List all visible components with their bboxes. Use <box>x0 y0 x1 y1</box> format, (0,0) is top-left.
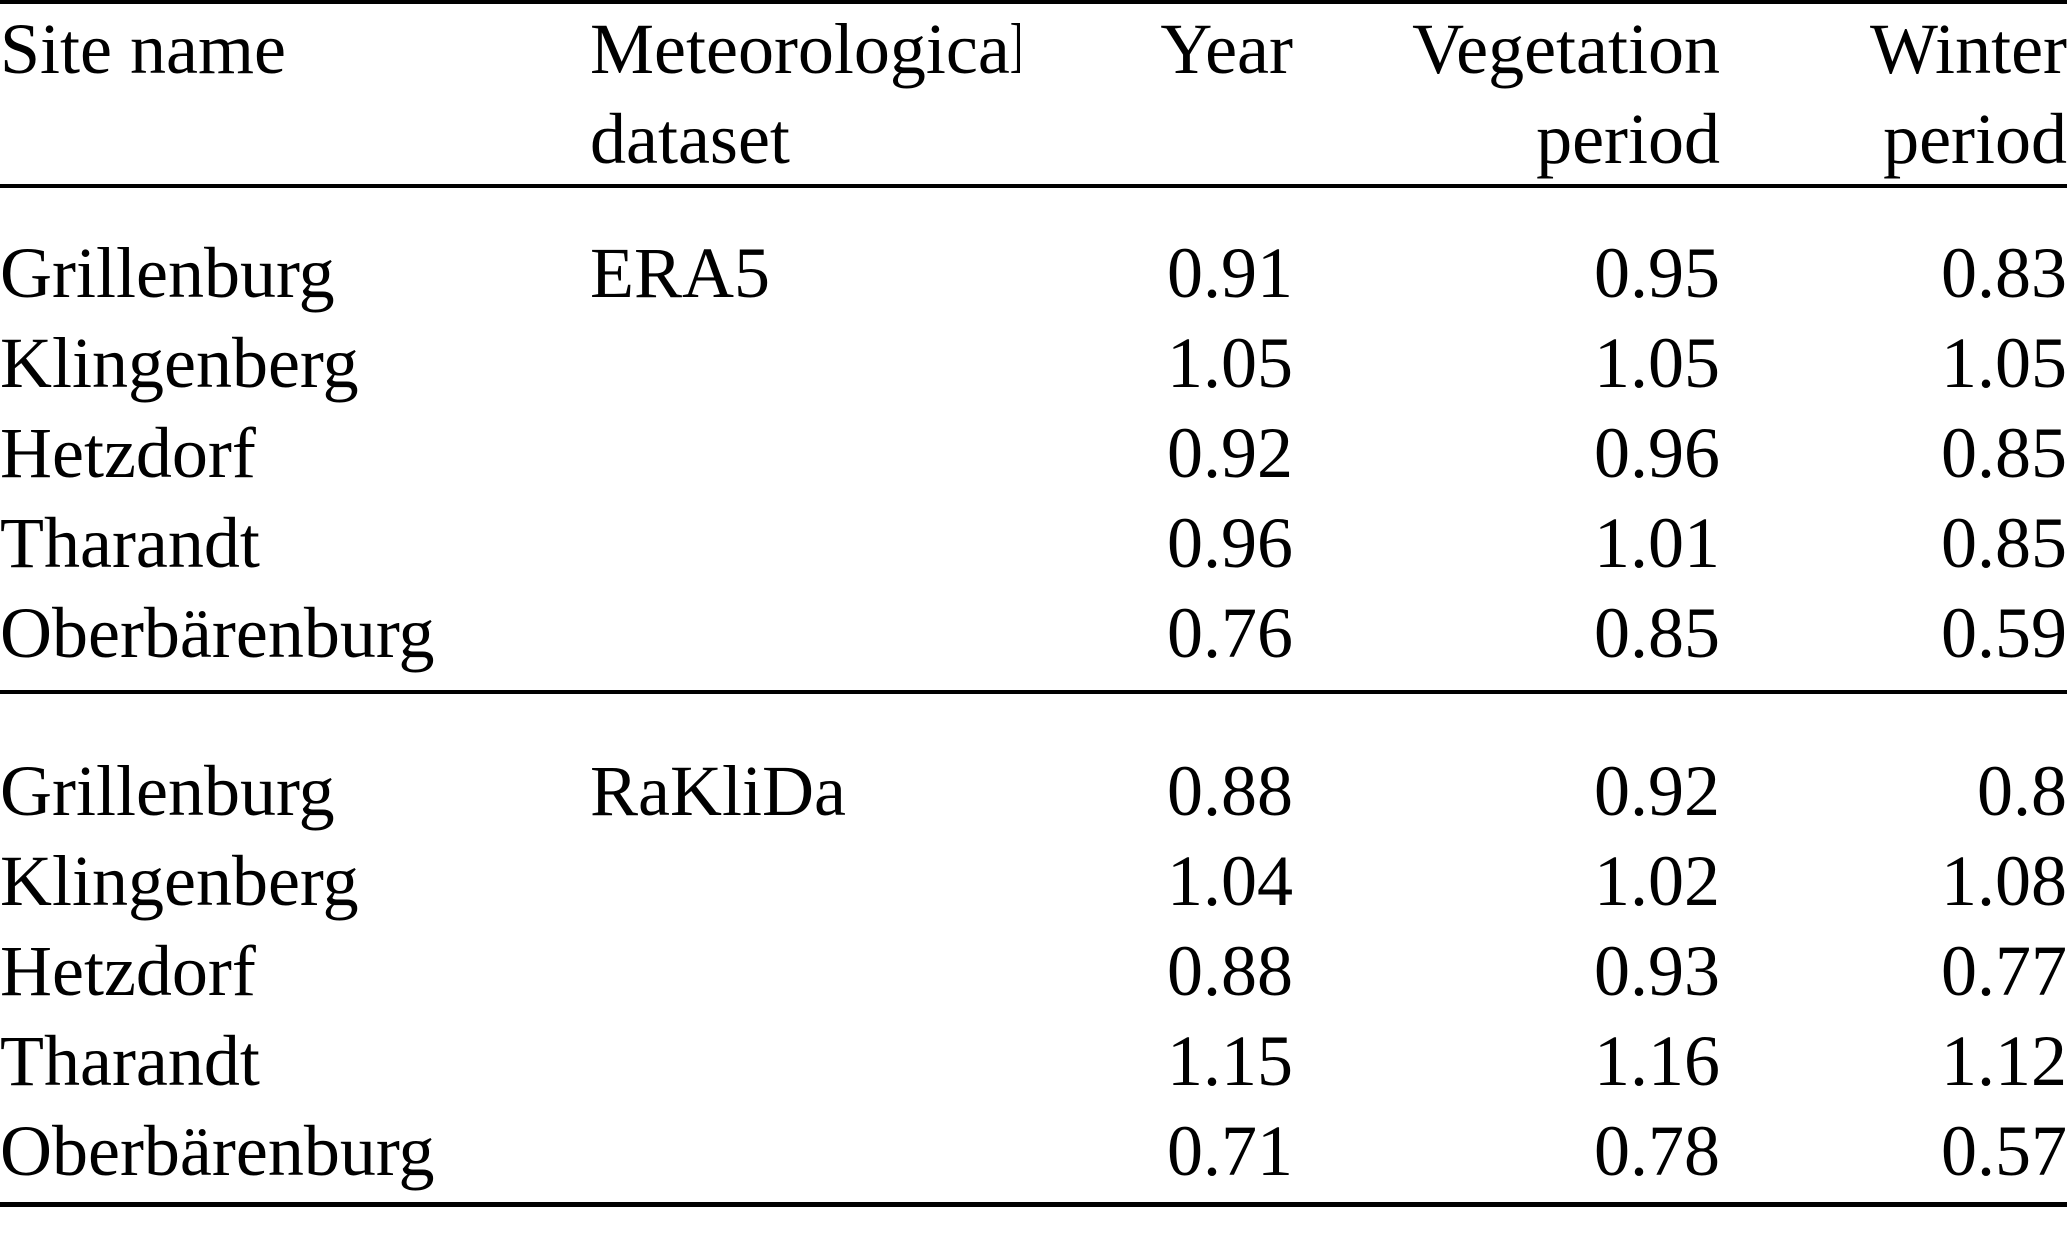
vegetation-period-cell: 0.92 <box>1594 751 1720 831</box>
vegetation-period-cell: 1.05 <box>1594 323 1720 403</box>
winter-period-cell: 0.85 <box>1941 413 2067 493</box>
vegetation-period-cell: 0.78 <box>1594 1111 1720 1191</box>
header-line: Year <box>1160 9 1293 89</box>
winter-period-cell: 0.8 <box>1977 751 2067 831</box>
table-row: Tharandt 1.15 1.16 1.12 <box>0 1016 2067 1106</box>
dataset-cell <box>590 498 1020 588</box>
winter-period-cell: 0.77 <box>1941 931 2067 1011</box>
column-header-meteorological-dataset: Meteorological dataset <box>590 2 1020 186</box>
site-name-cell: Tharandt <box>0 1021 260 1101</box>
winter-period-cell: 1.05 <box>1941 323 2067 403</box>
site-name-cell: Klingenberg <box>0 841 359 921</box>
dataset-cell <box>590 1106 1020 1205</box>
vegetation-period-cell: 0.95 <box>1594 233 1720 313</box>
header-line: Site name <box>0 9 286 89</box>
site-name-cell: Oberbärenburg <box>0 1111 435 1191</box>
vegetation-period-cell: 0.93 <box>1594 931 1720 1011</box>
table-header: Site name Meteorological dataset Year Ve… <box>0 2 2067 186</box>
year-cell: 0.91 <box>1167 233 1293 313</box>
year-cell: 1.05 <box>1167 323 1293 403</box>
site-name-cell: Tharandt <box>0 503 260 583</box>
header-line: Vegetation <box>1412 9 1720 89</box>
year-cell: 0.96 <box>1167 503 1293 583</box>
winter-period-cell: 0.85 <box>1941 503 2067 583</box>
column-header-winter-period: Winter period <box>1720 2 2067 186</box>
dataset-cell: RaKliDa <box>590 751 846 831</box>
column-header-vegetation-period: Vegetation period <box>1293 2 1720 186</box>
winter-period-cell: 0.57 <box>1941 1111 2067 1191</box>
vegetation-period-cell: 1.02 <box>1594 841 1720 921</box>
table-row: Klingenberg 1.04 1.02 1.08 <box>0 836 2067 926</box>
dataset-cell <box>590 836 1020 926</box>
winter-period-cell: 1.12 <box>1941 1021 2067 1101</box>
header-line: period <box>1536 99 1720 179</box>
column-header-year: Year <box>1020 2 1293 186</box>
vegetation-period-cell: 1.16 <box>1594 1021 1720 1101</box>
dataset-group-raklida: Grillenburg RaKliDa 0.88 0.92 0.8 Klinge… <box>0 692 2067 1205</box>
winter-period-cell: 1.08 <box>1941 841 2067 921</box>
table-row: Klingenberg 1.05 1.05 1.05 <box>0 318 2067 408</box>
header-line: Meteorological <box>590 9 1020 89</box>
header-line: Winter <box>1869 9 2067 89</box>
column-header-site-name: Site name <box>0 2 590 186</box>
table-row: Hetzdorf 0.88 0.93 0.77 <box>0 926 2067 1016</box>
vegetation-period-cell: 0.85 <box>1594 593 1720 673</box>
year-cell: 0.71 <box>1167 1111 1293 1191</box>
site-name-cell: Klingenberg <box>0 323 359 403</box>
dataset-cell <box>590 318 1020 408</box>
site-name-cell: Oberbärenburg <box>0 593 435 673</box>
site-name-cell: Hetzdorf <box>0 413 256 493</box>
table-row: Grillenburg RaKliDa 0.88 0.92 0.8 <box>0 692 2067 836</box>
year-cell: 1.15 <box>1167 1021 1293 1101</box>
dataset-cell: ERA5 <box>590 233 770 313</box>
winter-period-cell: 0.83 <box>1941 233 2067 313</box>
year-cell: 0.92 <box>1167 413 1293 493</box>
results-table: Site name Meteorological dataset Year Ve… <box>0 0 2067 1207</box>
vegetation-period-cell: 1.01 <box>1594 503 1720 583</box>
header-line: dataset <box>590 99 790 179</box>
year-cell: 0.88 <box>1167 931 1293 1011</box>
table-row: Hetzdorf 0.92 0.96 0.85 <box>0 408 2067 498</box>
table-row: Grillenburg ERA5 0.91 0.95 0.83 <box>0 186 2067 318</box>
table-row: Oberbärenburg 0.76 0.85 0.59 <box>0 588 2067 692</box>
table-row: Tharandt 0.96 1.01 0.85 <box>0 498 2067 588</box>
header-row: Site name Meteorological dataset Year Ve… <box>0 2 2067 186</box>
year-cell: 0.88 <box>1167 751 1293 831</box>
year-cell: 1.04 <box>1167 841 1293 921</box>
dataset-group-era5: Grillenburg ERA5 0.91 0.95 0.83 Klingenb… <box>0 186 2067 692</box>
site-name-cell: Grillenburg <box>0 233 335 313</box>
dataset-cell <box>590 408 1020 498</box>
dataset-cell <box>590 926 1020 1016</box>
dataset-cell <box>590 588 1020 692</box>
table-row: Oberbärenburg 0.71 0.78 0.57 <box>0 1106 2067 1205</box>
site-name-cell: Grillenburg <box>0 751 335 831</box>
winter-period-cell: 0.59 <box>1941 593 2067 673</box>
header-line: period <box>1883 99 2067 179</box>
site-name-cell: Hetzdorf <box>0 931 256 1011</box>
vegetation-period-cell: 0.96 <box>1594 413 1720 493</box>
year-cell: 0.76 <box>1167 593 1293 673</box>
dataset-cell <box>590 1016 1020 1106</box>
